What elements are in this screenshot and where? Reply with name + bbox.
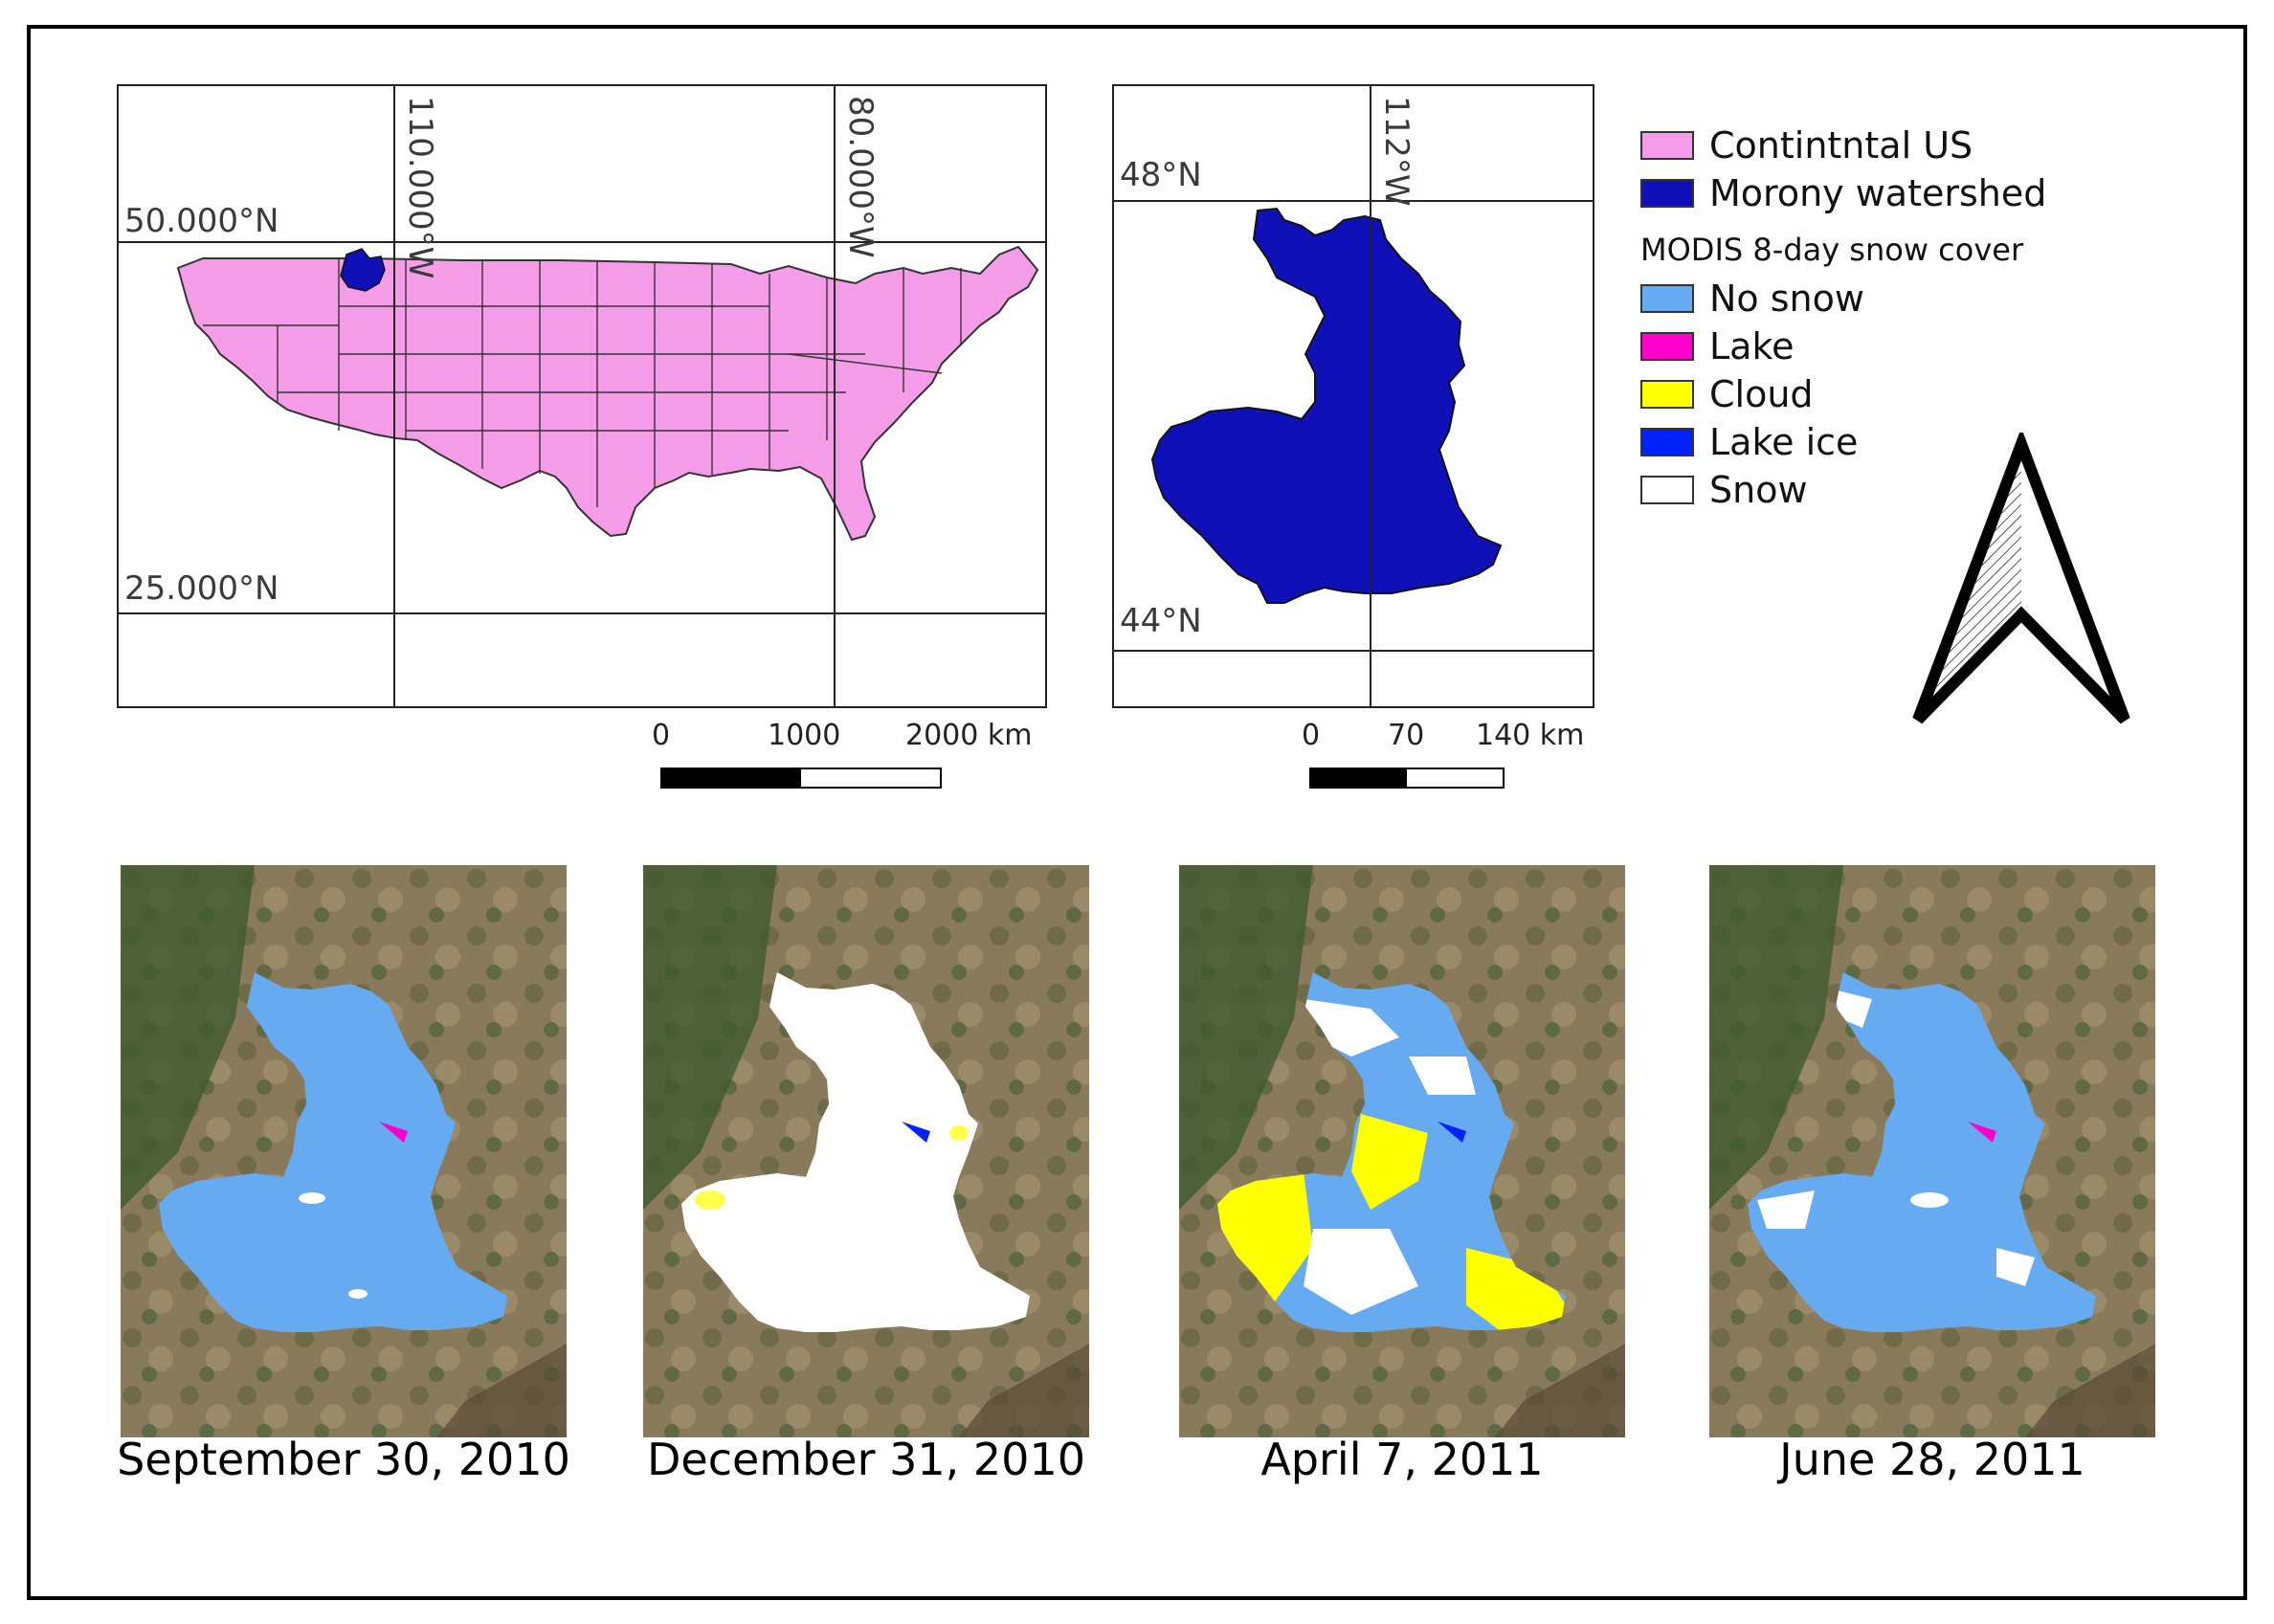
us-lat-label-25: 25.000°N bbox=[124, 569, 279, 608]
legend-item-watershed: Morony watershed bbox=[1640, 172, 2046, 214]
snapshot-map-sep-2010 bbox=[121, 865, 567, 1437]
legend-label-cloud: Cloud bbox=[1709, 373, 1814, 415]
morony-watershed-shape bbox=[1150, 207, 1503, 604]
us-scale-label-1000: 1000 bbox=[768, 719, 841, 752]
snapshot-map-dec-2010 bbox=[643, 865, 1089, 1437]
snapshot-date-label-1: September 30, 2010 bbox=[117, 1434, 570, 1485]
legend-swatch-lake-ice bbox=[1640, 428, 1694, 456]
ws-lat-label-44: 44°N bbox=[1120, 602, 1202, 640]
legend-swatch-no-snow bbox=[1640, 284, 1694, 313]
us-lon-label-80: 80.000°W bbox=[841, 96, 880, 258]
legend-item-no-snow: No snow bbox=[1640, 278, 1864, 320]
us-scale-label-0: 0 bbox=[652, 719, 671, 752]
legend-label-continental-us: Contintntal US bbox=[1709, 124, 1973, 167]
legend-label-snow: Snow bbox=[1709, 469, 1808, 511]
ws-lon-label-112: 112°W bbox=[1377, 96, 1416, 207]
ws-scale-label-70: 70 bbox=[1388, 719, 1425, 752]
north-arrow-icon bbox=[1912, 433, 2130, 724]
legend-swatch-continental-us bbox=[1640, 131, 1694, 160]
state-boundaries bbox=[203, 258, 962, 507]
watershed-graticule bbox=[1114, 86, 1593, 706]
snapshot-date-label-4: June 28, 2011 bbox=[1779, 1434, 2085, 1485]
us-scale-bar bbox=[660, 768, 942, 789]
figure-frame bbox=[27, 25, 2247, 1600]
legend-label-lake: Lake bbox=[1709, 325, 1795, 367]
us-map-svg bbox=[119, 86, 1045, 706]
us-graticule bbox=[119, 86, 1045, 706]
us-scale-label-2000: 2000 km bbox=[905, 719, 1033, 752]
legend-item-snow: Snow bbox=[1640, 469, 1808, 511]
snapshot-map-jun-2011 bbox=[1709, 865, 2155, 1437]
snapshot-date-label-2: December 31, 2010 bbox=[646, 1434, 1085, 1485]
watershed-map-svg bbox=[1114, 86, 1593, 706]
continental-us-shape bbox=[176, 245, 1039, 542]
snapshot-date-label-3: April 7, 2011 bbox=[1260, 1434, 1544, 1485]
legend-label-lake-ice: Lake ice bbox=[1709, 421, 1859, 463]
legend-item-cloud: Cloud bbox=[1640, 373, 1814, 415]
legend-swatch-watershed bbox=[1640, 179, 1694, 208]
ws-scale-label-140: 140 km bbox=[1476, 719, 1585, 752]
legend-swatch-snow bbox=[1640, 476, 1694, 504]
legend-swatch-cloud bbox=[1640, 380, 1694, 409]
legend-label-no-snow: No snow bbox=[1709, 278, 1864, 320]
ws-lat-label-48: 48°N bbox=[1120, 156, 1202, 194]
ws-scale-bar bbox=[1309, 768, 1505, 789]
us-overview-map bbox=[117, 84, 1047, 708]
watershed-map bbox=[1112, 84, 1594, 708]
ws-scale-label-0: 0 bbox=[1302, 719, 1321, 752]
legend-label-watershed: Morony watershed bbox=[1709, 172, 2047, 214]
watershed-inset-shape bbox=[340, 248, 386, 292]
legend-item-lake: Lake bbox=[1640, 325, 1795, 367]
us-lon-label-110: 110.000°W bbox=[401, 96, 439, 279]
snapshot-map-apr-2011 bbox=[1179, 865, 1625, 1437]
us-lat-label-50: 50.000°N bbox=[124, 202, 279, 240]
legend-swatch-lake bbox=[1640, 332, 1694, 361]
legend-item-lake-ice: Lake ice bbox=[1640, 421, 1858, 463]
legend-item-continental-us: Contintntal US bbox=[1640, 124, 1973, 167]
legend-snow-cover-title: MODIS 8-day snow cover bbox=[1640, 232, 2024, 268]
